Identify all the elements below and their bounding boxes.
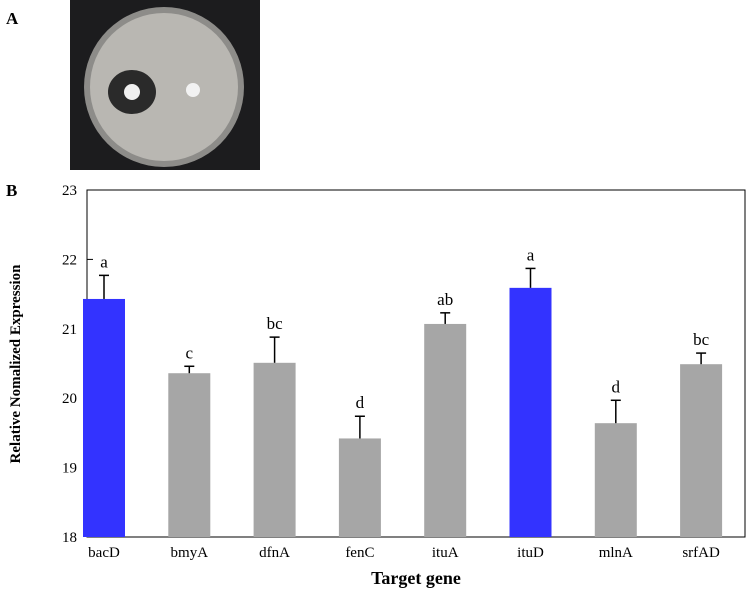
y-axis-title: Relative Nomalized Expression [8, 264, 24, 464]
significance-letter: bc [267, 314, 284, 333]
significance-letter: bc [693, 330, 710, 349]
y-tick-label: 23 [62, 183, 77, 199]
significance-letter: d [612, 377, 621, 396]
x-tick-label: bmyA [171, 545, 209, 561]
bar [594, 423, 637, 537]
bar [680, 364, 723, 537]
y-tick-label: 19 [62, 461, 77, 477]
bar [509, 287, 552, 537]
x-tick-label: fenC [345, 545, 374, 561]
bar [424, 323, 467, 537]
x-tick-label: ituA [432, 545, 459, 561]
y-tick-label: 20 [62, 391, 77, 407]
significance-letter: d [356, 393, 365, 412]
photo [70, 0, 260, 170]
x-tick-label: mlnA [599, 545, 633, 561]
x-tick-label: bacD [88, 545, 120, 561]
x-axis-title: Target gene [371, 568, 461, 588]
bar [168, 373, 211, 537]
significance-letter: ab [437, 290, 453, 309]
y-tick-label: 21 [62, 322, 77, 338]
x-tick-label: ituD [517, 545, 544, 561]
bar [338, 438, 381, 537]
significance-letter: c [186, 343, 194, 362]
y-tick-label: 22 [62, 252, 77, 268]
bar [83, 298, 125, 537]
x-tick-label: dfnA [259, 545, 290, 561]
y-tick-label: 18 [62, 530, 77, 546]
significance-letter: a [527, 245, 535, 264]
significance-letter: a [100, 252, 108, 271]
panel-label: B [6, 181, 17, 200]
bar [253, 362, 296, 537]
x-tick-label: srfAD [682, 545, 720, 561]
panel-label: A [6, 9, 19, 28]
